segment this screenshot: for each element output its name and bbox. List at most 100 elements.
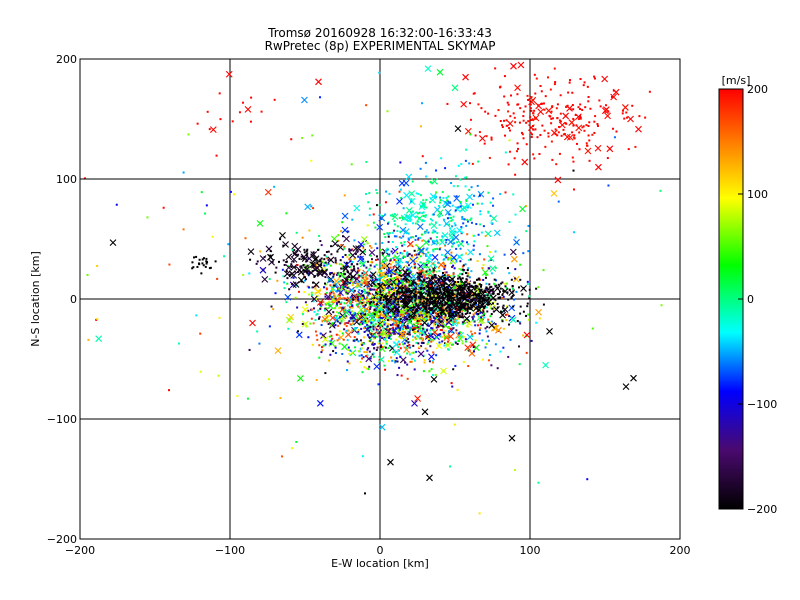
data-point-dot xyxy=(425,304,428,307)
data-point-dot xyxy=(346,304,349,307)
data-point-dot xyxy=(362,264,365,267)
data-point-dot xyxy=(392,326,395,329)
data-point-dot xyxy=(450,306,453,309)
data-point-cross xyxy=(514,84,521,92)
data-point-dot xyxy=(353,289,356,292)
data-point-dot xyxy=(288,288,291,291)
data-point-dot xyxy=(366,354,369,357)
data-point-dot xyxy=(385,342,388,345)
data-point-dot xyxy=(429,237,432,240)
data-point-dot xyxy=(453,320,456,323)
data-point-dot xyxy=(366,296,369,299)
data-point-dot xyxy=(401,282,404,285)
data-point-dot xyxy=(541,124,544,127)
data-point-dot xyxy=(430,327,433,330)
data-point-cross xyxy=(376,223,384,231)
data-point-dot xyxy=(383,321,386,324)
data-point-dot xyxy=(421,212,424,215)
data-point-dot xyxy=(463,269,466,272)
data-point-dot xyxy=(348,352,351,355)
data-point-dot xyxy=(321,346,324,349)
data-point-dot xyxy=(424,215,427,218)
y-tick-label: −100 xyxy=(47,413,77,426)
data-point-dot xyxy=(358,301,361,304)
data-point-dot xyxy=(426,277,429,280)
data-point-dot xyxy=(400,241,403,244)
data-point-dot xyxy=(448,308,451,311)
data-point-dot xyxy=(469,218,472,221)
data-point-dot xyxy=(387,240,390,243)
data-point-dot xyxy=(373,333,376,336)
data-point-dot xyxy=(305,278,308,281)
data-point-dot xyxy=(350,303,353,306)
data-point-dot xyxy=(604,110,607,113)
data-point-cross xyxy=(402,268,409,276)
data-point-dot xyxy=(484,272,487,275)
data-point-dot xyxy=(461,295,464,298)
data-point-dot xyxy=(417,342,420,345)
data-point-dot xyxy=(382,286,385,289)
data-point-dot xyxy=(286,282,289,285)
data-point-dot xyxy=(414,281,417,284)
data-point-dot xyxy=(370,312,373,315)
data-point-cross xyxy=(285,253,293,261)
data-point-dot xyxy=(564,122,567,125)
data-point-dot xyxy=(412,286,415,289)
data-point-dot xyxy=(387,286,390,289)
data-point-cross xyxy=(501,306,509,313)
data-point-dot xyxy=(537,286,540,289)
data-point-dot xyxy=(380,296,383,299)
data-point-dot xyxy=(337,311,340,314)
data-point-dot xyxy=(267,378,270,381)
data-point-dot xyxy=(364,277,367,280)
data-point-dot xyxy=(522,310,525,313)
data-point-dot xyxy=(473,303,476,306)
data-point-dot xyxy=(196,265,199,268)
data-point-dot xyxy=(421,219,424,222)
data-point-dot xyxy=(542,303,545,306)
data-point-dot xyxy=(197,262,200,265)
data-point-dot xyxy=(371,279,374,282)
data-point-dot xyxy=(378,300,381,303)
data-point-dot xyxy=(448,330,451,333)
data-point-dot xyxy=(486,325,489,328)
data-point-dot xyxy=(472,315,475,318)
data-point-dot xyxy=(434,283,437,286)
data-point-dot xyxy=(378,203,381,206)
data-point-dot xyxy=(305,253,308,256)
data-point-dot xyxy=(367,293,370,296)
data-point-dot xyxy=(348,282,351,285)
data-point-dot xyxy=(454,311,457,314)
data-point-dot xyxy=(375,204,378,207)
data-point-dot xyxy=(496,367,499,370)
data-point-dot xyxy=(339,292,342,295)
data-point-dot xyxy=(281,455,284,458)
data-point-dot xyxy=(417,326,420,329)
data-point-dot xyxy=(437,325,440,328)
data-point-dot xyxy=(368,282,371,285)
data-point-dot xyxy=(374,277,377,280)
data-point-cross xyxy=(523,331,531,339)
data-point-dot xyxy=(305,303,308,306)
data-point-dot xyxy=(353,239,356,242)
data-point-dot xyxy=(367,368,370,371)
data-point-dot xyxy=(421,337,424,340)
data-point-dot xyxy=(496,302,499,305)
data-point-dot xyxy=(387,347,390,350)
data-point-dot xyxy=(369,304,372,307)
data-point-dot xyxy=(504,282,507,285)
data-point-dot xyxy=(489,251,492,254)
data-point-dot xyxy=(591,133,594,136)
data-point-dot xyxy=(421,155,424,158)
data-point-dot xyxy=(503,119,506,122)
data-point-dot xyxy=(353,267,356,270)
data-point-cross xyxy=(396,284,404,292)
data-point-dot xyxy=(441,307,444,310)
data-point-dot xyxy=(435,336,438,339)
data-point-dot xyxy=(578,131,581,134)
data-point-dot xyxy=(443,337,446,340)
data-point-dot xyxy=(461,297,464,300)
data-point-dot xyxy=(426,272,429,275)
data-point-dot xyxy=(470,270,473,273)
data-point-dot xyxy=(414,322,417,325)
